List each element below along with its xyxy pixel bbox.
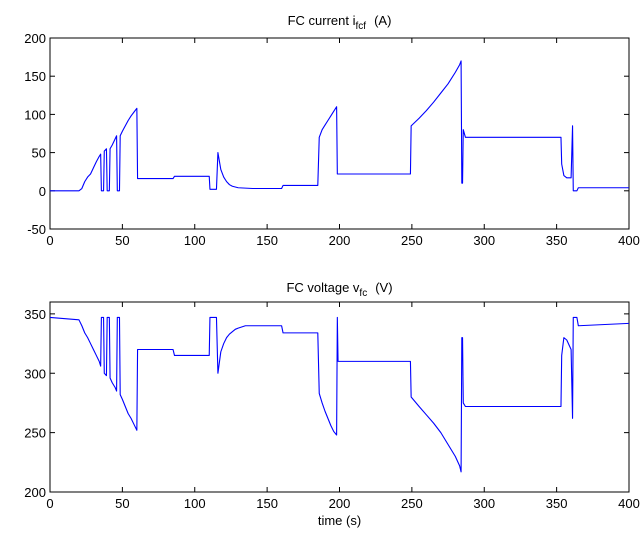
current-xtick-label: 0 — [46, 233, 53, 248]
current-xtick-label: 400 — [618, 233, 640, 248]
current-xtick-label: 300 — [473, 233, 495, 248]
current-xtick-label: 100 — [184, 233, 206, 248]
voltage-series-line — [49, 316, 630, 473]
current-chart-title: FC current ifcf (A) — [288, 13, 392, 32]
voltage-ytick-label: 200 — [24, 485, 46, 500]
voltage-xtick-label: 50 — [115, 496, 129, 511]
voltage-title-text: FC voltage v — [286, 280, 359, 295]
current-title-unit: (A) — [374, 13, 391, 28]
current-xtick-label: 150 — [256, 233, 278, 248]
current-series-line — [50, 60, 629, 192]
voltage-xtick-label: 400 — [618, 496, 640, 511]
current-xtick-label: 50 — [115, 233, 129, 248]
voltage-xtick-label: 350 — [546, 496, 568, 511]
current-xtick-label: 350 — [546, 233, 568, 248]
current-ytick-label: 50 — [32, 146, 46, 161]
current-ytick-label: 0 — [39, 184, 46, 199]
voltage-xtick-label: 100 — [184, 496, 206, 511]
current-ytick-label: 150 — [24, 69, 46, 84]
current-xtick-label: 250 — [401, 233, 423, 248]
voltage-chart-panel: FC voltage vfc (V) 0 50 100 150 200 250 300 350 40… — [24, 280, 640, 528]
current-xtick-label: 200 — [329, 233, 351, 248]
voltage-xlabel: time (s) — [318, 513, 361, 528]
voltage-xtick-label: 300 — [473, 496, 495, 511]
current-chart-panel: FC current ifcf (A) 0 50 100 150 200 250 300 350 4… — [24, 13, 640, 248]
current-title-text: FC current i — [288, 13, 356, 28]
voltage-ytick-label: 350 — [24, 307, 46, 322]
current-ytick-label: -50 — [27, 222, 46, 237]
voltage-ytick-label: 250 — [24, 426, 46, 441]
voltage-ytick-label: 300 — [24, 366, 46, 381]
voltage-chart-title: FC voltage vfc (V) — [286, 280, 392, 299]
voltage-title-unit: (V) — [375, 280, 392, 295]
current-ytick-label: 200 — [24, 31, 46, 46]
voltage-xtick-label: 0 — [46, 496, 53, 511]
voltage-xtick-label: 250 — [401, 496, 423, 511]
current-title-subscript: fcf — [356, 21, 367, 32]
voltage-xtick-label: 150 — [256, 496, 278, 511]
voltage-xtick-label: 200 — [329, 496, 351, 511]
current-ytick-label: 100 — [24, 107, 46, 122]
voltage-title-subscript: fc — [359, 288, 367, 299]
